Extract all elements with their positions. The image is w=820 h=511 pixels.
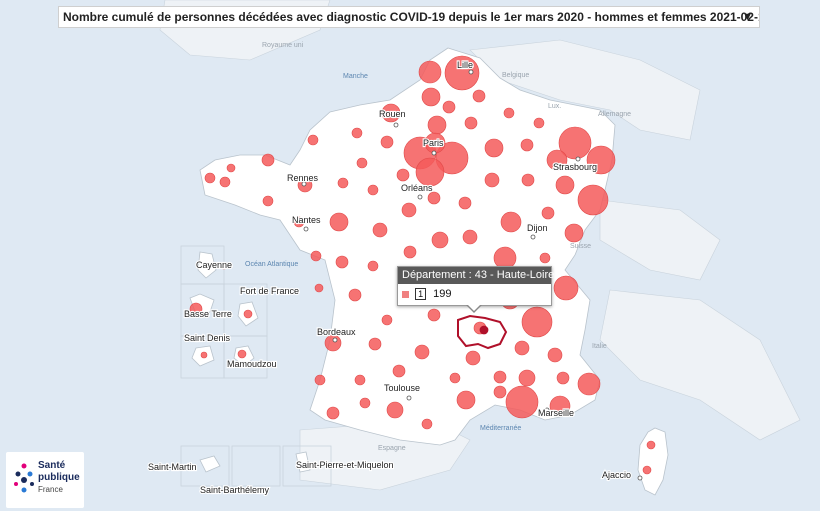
- overseas-insets: [180, 245, 332, 487]
- logo-line-1: Santé: [38, 460, 66, 471]
- city-label: Strasbourg: [553, 162, 597, 172]
- sante-publique-logo: Santé publique France: [6, 452, 84, 508]
- country-label: Italie: [592, 343, 607, 350]
- city-markers: [301, 69, 643, 481]
- sea-labels: Manche Océan Atlantique Méditerranée: [245, 73, 521, 432]
- logo-line-3: France: [38, 485, 63, 494]
- color-swatch-icon: [402, 290, 409, 298]
- overseas-label: Mamoudzou: [227, 359, 277, 369]
- country-labels: Royaume uni Belgique Lux. Allemagne Suis…: [262, 42, 631, 452]
- city-label: Toulouse: [384, 383, 420, 393]
- city-label: Nantes: [292, 215, 321, 225]
- corsica: [637, 427, 669, 496]
- city-label: Lille: [457, 60, 473, 70]
- country-label: Allemagne: [598, 111, 631, 118]
- overseas-label: Saint-Martin: [148, 462, 197, 472]
- city-label: Rouen: [379, 109, 406, 119]
- neighbour-countries: [159, 0, 801, 491]
- department-tooltip: Département : 43 - Haute-Loire 1 199: [397, 266, 554, 313]
- city-label: Ajaccio: [602, 470, 631, 480]
- indicator-selector[interactable]: Nombre cumulé de personnes décédées avec…: [58, 6, 760, 28]
- country-label: Lux.: [548, 103, 561, 110]
- tooltip-rank: 1: [415, 288, 427, 301]
- overseas-label: Saint-Pierre-et-Miquelon: [296, 460, 394, 470]
- overseas-label: Saint Denis: [184, 333, 231, 343]
- city-label: Rennes: [287, 173, 319, 183]
- haute-loire-outline[interactable]: [457, 314, 508, 350]
- sea-label: Manche: [343, 73, 368, 80]
- overseas-label: Saint-Barthélemy: [200, 485, 270, 495]
- map-title: Nombre cumulé de personnes décédées avec…: [63, 10, 760, 24]
- city-label: Marseille: [538, 408, 574, 418]
- city-label: Orléans: [401, 183, 433, 193]
- sea-label: Océan Atlantique: [245, 261, 298, 268]
- tooltip-row: 1 199: [398, 284, 551, 304]
- overseas-label: Fort de France: [240, 286, 299, 296]
- country-label: Royaume uni: [262, 42, 304, 49]
- city-label: Bordeaux: [317, 327, 356, 337]
- tooltip-pointer: [466, 304, 482, 313]
- overseas-label: Cayenne: [196, 260, 232, 270]
- country-label: Espagne: [378, 445, 406, 452]
- overseas-label: Basse Terre: [184, 309, 232, 319]
- country-label: Suisse: [570, 243, 591, 250]
- logo-line-2: publique: [38, 472, 80, 483]
- dropdown-arrow-icon[interactable]: ▼: [742, 11, 753, 23]
- overseas-labels: Cayenne Fort de France Basse Terre Saint…: [147, 259, 395, 496]
- tooltip-value: 199: [433, 288, 452, 300]
- city-label: Paris: [423, 138, 444, 148]
- tooltip-header: Département : 43 - Haute-Loire: [398, 267, 554, 284]
- sea-label: Méditerranée: [480, 425, 521, 432]
- city-labels: Lille Rouen Paris Strasbourg Rennes Orlé…: [286, 59, 632, 481]
- logo-dots-icon: [14, 463, 34, 493]
- overseas-label: Fort de France: [240, 286, 299, 296]
- country-label: Belgique: [502, 72, 529, 79]
- city-label: Dijon: [527, 223, 548, 233]
